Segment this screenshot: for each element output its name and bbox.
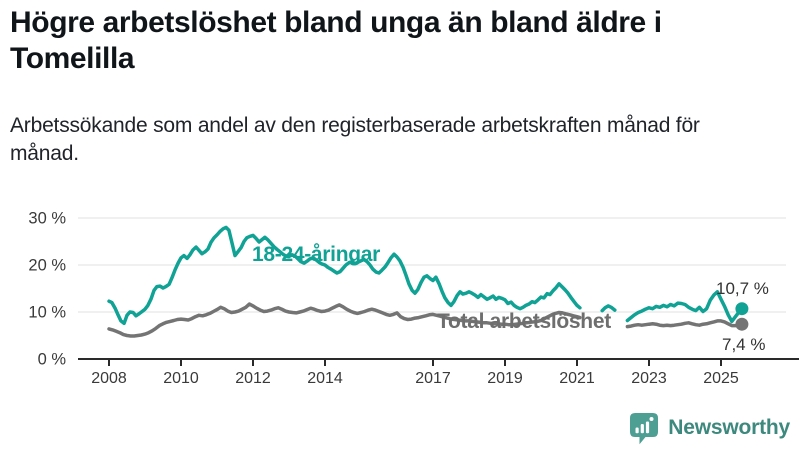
x-axis-label-2021: 2021 <box>559 370 595 387</box>
x-axis-label-2023: 2023 <box>631 370 667 387</box>
x-axis-label-2010: 2010 <box>163 370 199 387</box>
page-title: Högre arbetslöshet bland unga än bland ä… <box>10 6 662 75</box>
end-value-label-youth: 10,7 % <box>716 279 769 298</box>
series-line-youth-seg0 <box>107 225 582 326</box>
series-line-total-seg1 <box>625 319 744 329</box>
x-axis-label-2025: 2025 <box>703 370 739 387</box>
x-axis-label-2019: 2019 <box>487 370 523 387</box>
series-label-youth: 18-24-åringar <box>252 243 380 266</box>
end-dot-total <box>735 317 749 331</box>
end-value-label-total: 7,4 % <box>722 335 765 354</box>
x-axis-label-2017: 2017 <box>415 370 451 387</box>
newsworthy-speech-bubble-bar-chart-icon <box>630 413 659 445</box>
x-axis-label-2014: 2014 <box>307 370 343 387</box>
series-label-total: Total arbetslöshet <box>437 310 611 333</box>
y-axis-label-20: 20 % <box>28 257 66 275</box>
chart-subtitle: Arbetssökande som andel av den registerb… <box>10 114 700 166</box>
series-line-youth-seg2 <box>625 290 744 324</box>
x-axis-label-2012: 2012 <box>235 370 271 387</box>
y-axis-label-30: 30 % <box>28 210 66 228</box>
x-axis-label-2008: 2008 <box>91 370 127 387</box>
series-line-youth-seg1 <box>600 304 617 313</box>
y-axis-label-0: 0 % <box>38 351 67 369</box>
newsworthy-brand-text: Newsworthy <box>668 416 790 439</box>
series-line-total-seg0 <box>107 302 582 338</box>
y-axis-label-10: 10 % <box>28 304 66 322</box>
end-dot-youth <box>735 302 749 316</box>
newsworthy-logo: Newsworthy <box>628 411 790 445</box>
